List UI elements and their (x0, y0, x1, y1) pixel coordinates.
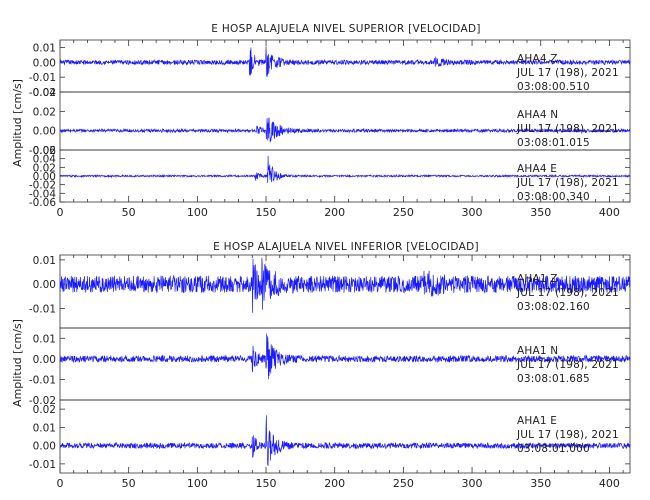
record-date-label: JUL 17 (198), 2021 (516, 177, 619, 189)
station-channel-label: AHA4 N (517, 109, 558, 121)
record-date-label: JUL 17 (198), 2021 (516, 429, 619, 441)
x-tick-label: 350 (530, 477, 551, 490)
y-tick-label: -0.04 (29, 188, 56, 200)
x-tick-label: 150 (256, 477, 277, 490)
record-time-label: 03:08:00.510 (517, 81, 590, 93)
y-tick-label: -0.02 (29, 87, 56, 99)
panel-aha1-z: 0.010.00-0.01 AHA1 Z JUL 17 (198), 2021 … (29, 254, 631, 329)
record-time-label: 03:08:01.015 (517, 137, 590, 149)
figure-title: E HOSP ALAJUELA NIVEL INFERIOR [VELOCIDA… (213, 241, 479, 253)
y-tick-label: 0.04 (33, 87, 57, 99)
x-tick-label: 250 (393, 206, 414, 219)
y-axis-label: Amplitud [cm/s] (11, 79, 24, 167)
x-tick-label: 50 (122, 477, 136, 490)
x-tick-label: 150 (256, 206, 277, 219)
x-tick-label: 400 (599, 477, 620, 490)
y-axis-label: Amplitud [cm/s] (11, 319, 24, 407)
y-tick-label: 0.00 (33, 126, 56, 138)
y-tick-label: -0.02 (29, 395, 56, 407)
y-ticks: 0.02 0.01 0.00 -0.01 (29, 404, 630, 471)
y-tick-label: -0.06 (29, 197, 56, 209)
waveform-trace (59, 117, 631, 143)
y-tick-label: 0.00 (33, 57, 56, 69)
record-time-label: 03:08:01.685 (517, 373, 590, 385)
record-date-label: JUL 17 (198), 2021 (516, 287, 619, 299)
x-tick-label: 250 (393, 477, 414, 490)
y-tick-label: -0.01 (29, 459, 56, 471)
figure-title: E HOSP ALAJUELA NIVEL SUPERIOR [VELOCIDA… (211, 23, 480, 35)
y-ticks: 0.01 0.00 -0.01 -0.02 (29, 333, 630, 407)
x-axis: 0 50 100 150 200 250 300 350 400 (57, 255, 624, 490)
x-tick-label: 50 (122, 206, 136, 219)
x-tick-label: 300 (462, 206, 483, 219)
y-tick-label: 0.02 (33, 404, 56, 416)
y-ticks: 0.04 0.02 0.00 -0.02 (29, 87, 630, 157)
waveform-trace (59, 257, 631, 313)
figure-inferior: E HOSP ALAJUELA NIVEL INFERIOR [VELOCIDA… (11, 241, 631, 490)
y-tick-label: 0.02 (33, 106, 56, 118)
x-tick-label: 100 (187, 206, 208, 219)
y-tick-label: 0.02 (33, 162, 56, 174)
record-time-label: 03:08:01.000 (517, 443, 590, 455)
x-tick-label: 100 (187, 477, 208, 490)
panel-aha4-n: 0.04 0.02 0.00 -0.02 AHA4 N JUL 17 (198), 2… (29, 87, 631, 157)
y-tick-label: 0.01 (33, 255, 56, 267)
y-tick-label: 0.06 (33, 145, 57, 157)
record-time-label: 03:08:00.340 (517, 191, 590, 203)
x-tick-label: 350 (530, 206, 551, 219)
panel-aha1-n: 0.01 0.00 -0.01 -0.02 AHA1 N JUL 17 (198), … (29, 327, 631, 407)
record-date-label: JUL 17 (198), 2021 (516, 359, 619, 371)
waveform-trace (59, 333, 631, 380)
waveform-trace (59, 155, 631, 183)
y-tick-label: 0.00 (33, 171, 56, 183)
y-tick-label: -0.01 (29, 304, 56, 316)
y-ticks: 0.01 0.00 -0.01 (29, 255, 630, 316)
y-tick-label: 0.00 (33, 279, 56, 291)
panel-aha1-e: 0.02 0.01 0.00 -0.01 AHA1 E JUL 17 (198), 2… (29, 399, 631, 474)
y-tick-label: 0.01 (33, 333, 56, 345)
y-tick-label: 0.04 (33, 154, 57, 166)
y-tick-label: -0.01 (29, 374, 56, 386)
record-date-label: JUL 17 (198), 2021 (516, 123, 619, 135)
y-tick-label: 0.00 (33, 354, 56, 366)
x-tick-label: 200 (324, 477, 345, 490)
x-tick-label: 0 (57, 477, 64, 490)
y-tick-label: 0.00 (33, 441, 56, 453)
x-tick-label: 0 (57, 206, 64, 219)
record-date-label: JUL 17 (198), 2021 (516, 67, 619, 79)
waveform-trace (59, 46, 631, 78)
panel-aha4-e: 0.060.040.020.00-0.02-0.04-0.06 AHA4 E J… (29, 145, 631, 209)
x-axis: 0 50 100 150 200 250 300 350 400 (57, 40, 624, 219)
station-channel-label: AHA4 Z (517, 53, 558, 65)
y-ticks: 0.060.040.020.00-0.02-0.04-0.06 (29, 145, 630, 209)
y-tick-label: 0.01 (33, 422, 56, 434)
panel-frame (59, 399, 631, 474)
station-channel-label: AHA4 E (517, 163, 557, 175)
x-tick-label: 200 (324, 206, 345, 219)
x-tick-label: 300 (462, 477, 483, 490)
y-tick-label: -0.02 (29, 145, 56, 157)
y-tick-label: -0.01 (29, 72, 56, 84)
y-tick-label: -0.02 (29, 180, 56, 192)
station-channel-label: AHA1 N (517, 345, 558, 357)
panel-aha4-z: 0.01 0.00 -0.01 -0.02 AHA4 Z JUL 17 (198), … (29, 39, 631, 99)
station-channel-label: AHA1 Z (517, 273, 558, 285)
station-channel-label: AHA1 E (517, 415, 557, 427)
figure-superior: E HOSP ALAJUELA NIVEL SUPERIOR [VELOCIDA… (11, 23, 631, 219)
y-tick-label: 0.01 (33, 42, 56, 54)
waveform-trace (59, 415, 631, 466)
x-tick-label: 400 (599, 206, 620, 219)
record-time-label: 03:08:02.160 (517, 301, 590, 313)
